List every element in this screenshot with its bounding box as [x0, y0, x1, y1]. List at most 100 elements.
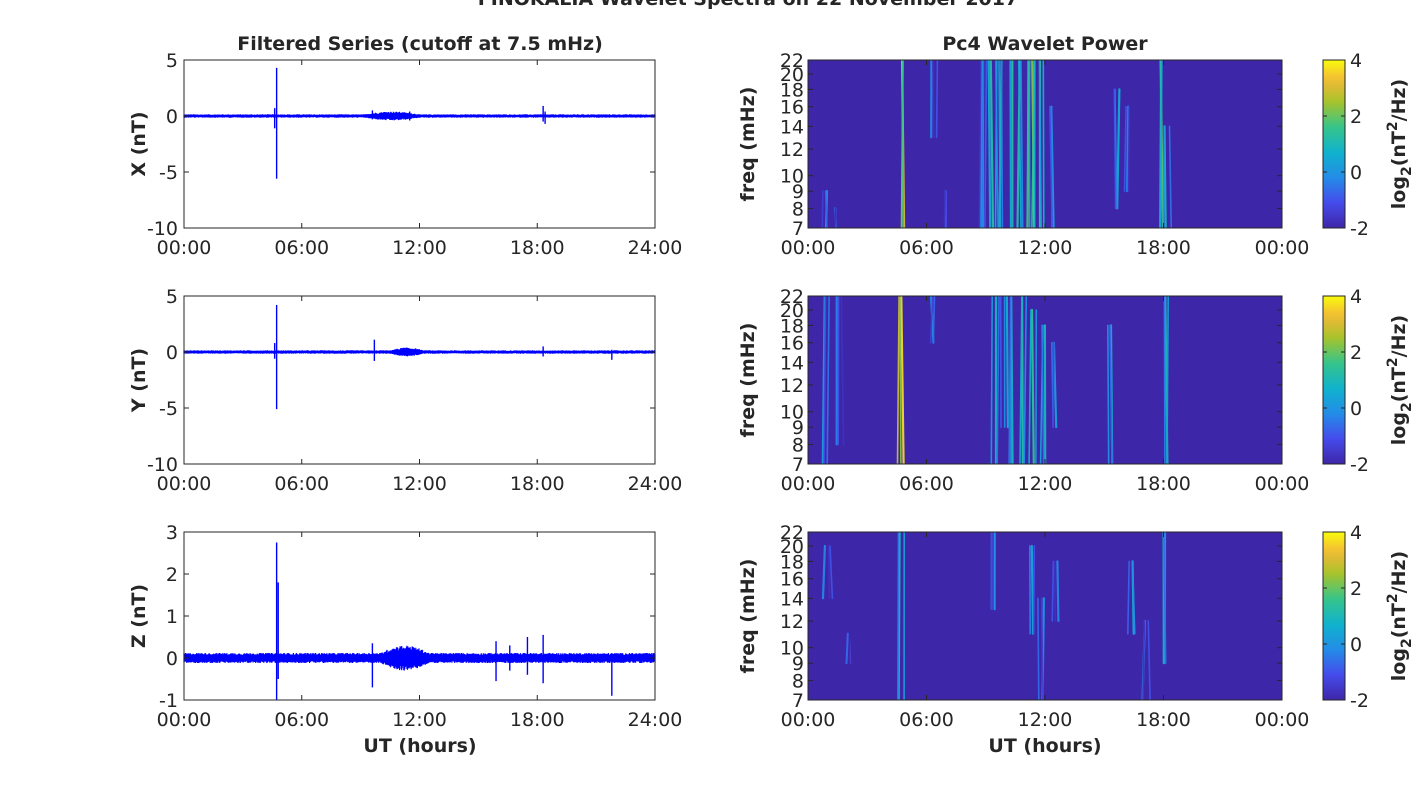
- y-tick-label: 10: [780, 166, 804, 188]
- left-x-axis-label: UT (hours): [363, 735, 476, 757]
- wavelet-streak: [1010, 60, 1013, 228]
- y-tick-label: 5: [166, 50, 178, 72]
- x-tick-label: 06:00: [899, 709, 954, 731]
- wavelet-streak: [1042, 60, 1045, 228]
- colorbar-tick-label: -2: [1350, 454, 1369, 476]
- y-tick-label: 0: [166, 342, 178, 364]
- y-tick-label: 8: [792, 670, 804, 692]
- wavelet-streak: [1030, 544, 1035, 635]
- x-tick-label: 00:00: [1255, 709, 1310, 731]
- wavelet-streak: [978, 60, 982, 228]
- colorbar-tick-label: 0: [1350, 398, 1362, 420]
- wavelet-streak: [996, 296, 1000, 464]
- x-tick-label: 18:00: [1136, 709, 1191, 731]
- wavelet-streak: [1127, 105, 1131, 192]
- wavelet-streak: [987, 60, 992, 228]
- wavelet-streak: [1028, 309, 1032, 464]
- y-tick-label: 1: [166, 606, 178, 628]
- wavelet-streak: [847, 632, 851, 664]
- x-tick-label: 18:00: [510, 237, 565, 259]
- y-tick-label: 10: [780, 638, 804, 660]
- wavelet-streak: [1107, 324, 1110, 464]
- y-tick-label: 14: [780, 352, 804, 374]
- x-tick-label: 12:00: [392, 237, 447, 259]
- x-tick-label: 24:00: [628, 709, 683, 731]
- x-tick-label: 12:00: [1018, 709, 1073, 731]
- wavelet-streak: [829, 545, 834, 600]
- wavelet-streak: [826, 296, 830, 464]
- wavelet-streak: [824, 190, 828, 228]
- y-tick-label: 10: [780, 402, 804, 424]
- x-tick-label: 00:00: [781, 473, 836, 495]
- y-tick-label: 20: [780, 64, 804, 86]
- colorbar-tick-label: 2: [1350, 578, 1362, 600]
- x-tick-label: 18:00: [510, 709, 565, 731]
- wavelet-streak: [929, 296, 934, 344]
- wavelet-streak: [1109, 324, 1113, 464]
- wavelet-streak: [1026, 60, 1029, 228]
- y-tick-label: 20: [780, 536, 804, 558]
- left-column-title: Filtered Series (cutoff at 7.5 mHz): [237, 33, 603, 55]
- right-column-title: Pc4 Wavelet Power: [942, 33, 1148, 55]
- wavelet-streak: [1049, 105, 1053, 228]
- wavelet-streak: [980, 60, 984, 228]
- colorbar-tick-label: -2: [1350, 690, 1369, 712]
- colorbar-tick-label: -2: [1350, 218, 1369, 240]
- x-tick-label: 00:00: [157, 237, 212, 259]
- y-tick-label: 7: [792, 690, 804, 712]
- y-tick-label: -1: [159, 690, 178, 712]
- x-tick-label: 18:00: [1136, 473, 1191, 495]
- wavelet-streak: [821, 190, 824, 228]
- wavelet-streak: [990, 296, 993, 464]
- wavelet-streak: [900, 296, 905, 464]
- wavelet-streak: [1168, 125, 1172, 228]
- y-tick-label: 14: [780, 116, 804, 138]
- colorbar: 4 2 0 -2 log2(nT2/Hz): [1322, 50, 1415, 240]
- wavelet-streak: [1009, 60, 1012, 228]
- colorbar-tick-label: 2: [1350, 106, 1362, 128]
- wavelet-streak: [1123, 105, 1127, 192]
- y-tick-label: 9: [792, 417, 804, 439]
- x-tick-label: 12:00: [392, 709, 447, 731]
- x-tick-label: 12:00: [1018, 237, 1073, 259]
- wavelet-streak: [1052, 341, 1055, 428]
- wavelet-streak: [827, 545, 831, 600]
- y-tick-label: -10: [147, 454, 178, 476]
- wavelet-streak: [1040, 597, 1044, 700]
- wavelet-streak: [932, 60, 935, 138]
- wavelet-streak: [989, 60, 995, 228]
- y-tick-label: 3: [166, 522, 178, 544]
- wavelet-streak: [1005, 296, 1009, 429]
- colorbar-tick-label: 0: [1350, 162, 1362, 184]
- wavelet-streak: [1056, 560, 1060, 622]
- wavelet-streak: [1023, 296, 1028, 464]
- y-tick-label: -10: [147, 218, 178, 240]
- wavelet-streak: [897, 532, 901, 700]
- wavelet-streak: [932, 296, 936, 344]
- wavelet-streak: [821, 296, 826, 464]
- wavelet-streak: [995, 60, 999, 228]
- wavelet-streak: [1020, 60, 1024, 228]
- wavelet-streak: [896, 296, 900, 464]
- wavelet-streak: [1131, 560, 1136, 635]
- y-tick-label: 8: [792, 198, 804, 220]
- x-tick-label: 06:00: [274, 473, 329, 495]
- wavelet-streak: [1037, 597, 1040, 700]
- x-tick-label: 12:00: [392, 473, 447, 495]
- y-tick-label: 7: [792, 218, 804, 240]
- wavelet-streak: [1147, 620, 1151, 700]
- wavelet-streak: [1163, 532, 1167, 664]
- x-tick-label: 18:00: [510, 473, 565, 495]
- wavelet-streak: [984, 60, 988, 228]
- timeseries-panel-z: 3 2 1 0 -100:00 06:00 12:00 18:00 24:00 Z (nT): [128, 522, 682, 731]
- wavelet-streak: [998, 60, 1002, 228]
- colorbar-label: log2(nT2/Hz): [1385, 551, 1415, 681]
- wavelet-streak: [833, 207, 837, 228]
- wavelet-streak: [935, 60, 939, 138]
- wavelet-streak: [1018, 60, 1022, 228]
- colorbar-gradient: [1322, 59, 1346, 229]
- wavelet-streak: [1038, 60, 1042, 228]
